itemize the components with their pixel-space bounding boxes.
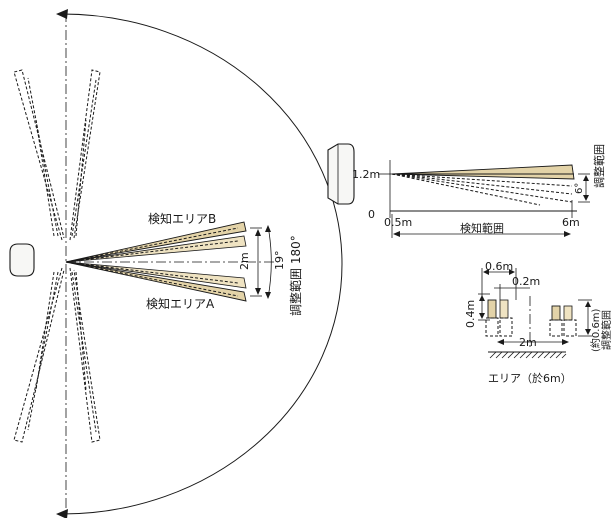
side-range-label: 検知範囲 bbox=[460, 221, 504, 235]
side-zero-label: 0 bbox=[368, 208, 375, 221]
top-view: 検知エリアB 検知エリアA 2m 19° 調整範囲 180° bbox=[9, 9, 343, 518]
distance-label: 2m bbox=[238, 252, 251, 270]
ground-hatching bbox=[489, 351, 567, 359]
side-adjust-label: 調整範囲 bbox=[592, 144, 606, 188]
zone-b-upper bbox=[551, 305, 561, 321]
arc-arrow-top bbox=[56, 9, 68, 19]
section-height-label: 0.4m bbox=[464, 300, 477, 328]
area-b-beams bbox=[65, 221, 247, 263]
zone-a-upper bbox=[487, 299, 497, 319]
adjust-arc bbox=[61, 13, 343, 515]
sensor-side-view bbox=[327, 143, 355, 205]
side-angle-label: 6° bbox=[574, 183, 585, 194]
adjust-range-label: 調整範囲 180° bbox=[288, 235, 303, 316]
area-a-beams bbox=[65, 261, 247, 302]
dashed-fan-upper bbox=[13, 69, 101, 241]
side-beam bbox=[391, 164, 575, 180]
side-view: 1.2m 6° 調整範囲 0 0.5m 6m 検知範囲 bbox=[327, 143, 606, 238]
area-b-label: 検知エリアB bbox=[148, 212, 216, 226]
angle-label: 19° bbox=[273, 251, 286, 271]
side-end-label: 6m bbox=[562, 216, 580, 229]
section-view: 0.6m 0.2m 0.4m 2m (約0.6 bbox=[464, 260, 611, 385]
area-a-label: 検知エリアA bbox=[146, 297, 215, 311]
sensor-top-view bbox=[9, 243, 35, 277]
section-caption: エリア（於6m） bbox=[488, 371, 572, 385]
side-height-label: 1.2m bbox=[352, 168, 380, 181]
section-adjust-label-2: 調整範囲 bbox=[600, 310, 611, 350]
arc-arrow-bottom bbox=[56, 509, 68, 518]
section-width-label: 0.6m bbox=[485, 260, 513, 273]
section-gap-label: 0.2m bbox=[512, 275, 540, 288]
section-adjust-label-1: (約0.6m) bbox=[589, 308, 602, 352]
side-start-label: 0.5m bbox=[384, 216, 412, 229]
dashed-fan-lower bbox=[13, 267, 101, 443]
section-spacing-label: 2m bbox=[519, 336, 537, 349]
